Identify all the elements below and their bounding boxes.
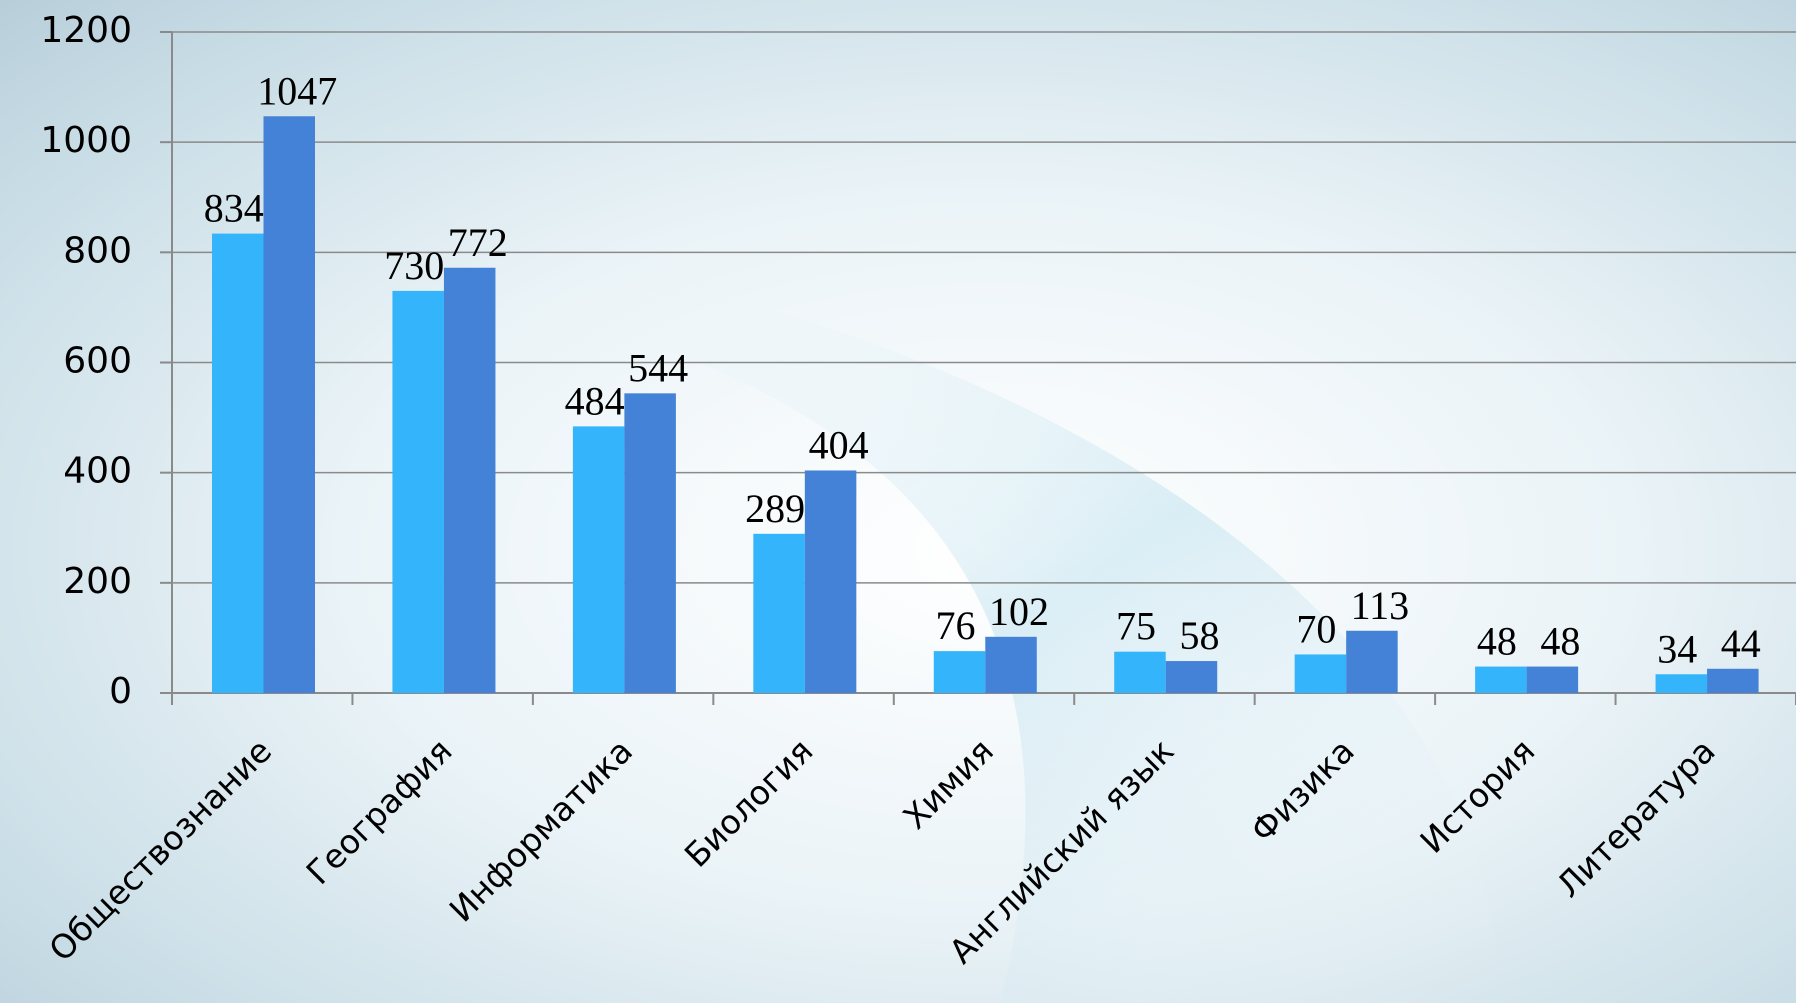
bar [753, 533, 805, 693]
value-label: 76 [936, 603, 976, 648]
bar [1114, 651, 1166, 693]
y-tick-label: 200 [63, 561, 132, 602]
value-label: 75 [1116, 604, 1156, 649]
value-label: 544 [628, 345, 688, 390]
bar [985, 636, 1037, 693]
bar [624, 393, 676, 693]
bar [392, 290, 444, 693]
value-label: 102 [989, 589, 1049, 634]
y-tick-label: 800 [63, 230, 132, 271]
bar [1346, 630, 1398, 693]
bar [443, 267, 496, 693]
bar [1526, 666, 1579, 693]
value-label: 113 [1351, 583, 1410, 628]
y-tick-label: 1000 [40, 120, 132, 161]
bar [263, 116, 315, 694]
y-tick-label: 1200 [40, 10, 132, 51]
value-label: 34 [1657, 626, 1697, 671]
value-label: 772 [448, 220, 508, 265]
background-swirl [480, 290, 1500, 1003]
value-label: 484 [565, 378, 625, 423]
bar [1475, 666, 1527, 693]
bar [1165, 661, 1218, 693]
y-tick-label: 400 [63, 451, 132, 492]
value-label: 289 [745, 486, 805, 531]
y-tick-label: 0 [109, 671, 132, 712]
value-label: 834 [204, 186, 264, 231]
bar [804, 470, 857, 693]
bar [212, 233, 264, 694]
bar [1655, 674, 1708, 693]
value-label: 70 [1296, 606, 1336, 651]
y-tick-label: 600 [63, 341, 132, 382]
value-label: 404 [809, 422, 869, 467]
value-label: 44 [1721, 621, 1761, 666]
bar [1294, 654, 1347, 693]
value-label: 1047 [257, 68, 337, 113]
bar [572, 426, 625, 693]
value-label: 48 [1477, 619, 1517, 664]
value-label: 48 [1540, 619, 1580, 664]
value-label: 58 [1179, 613, 1219, 658]
bar [1707, 668, 1759, 693]
value-label: 730 [384, 243, 444, 288]
bar [933, 651, 986, 693]
